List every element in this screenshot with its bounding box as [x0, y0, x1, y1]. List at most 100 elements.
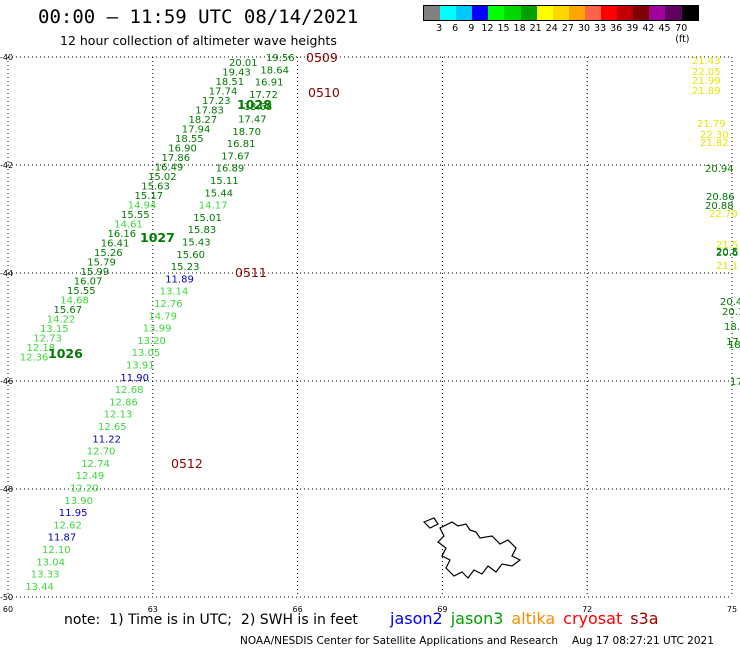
legend-swatch: [520, 6, 537, 20]
wave-height-value: 14.61: [114, 220, 143, 231]
wave-height-value: 18.27: [189, 115, 218, 126]
wave-height-value: 12.68: [115, 385, 144, 396]
legend-swatch: [440, 6, 457, 20]
wave-height-value: 15.43: [182, 238, 211, 249]
wave-height-value: 20.4: [720, 297, 740, 308]
wave-height-value: 11.90: [120, 373, 149, 384]
credit-text: NOAA/NESDIS Center for Satellite Applica…: [240, 635, 558, 647]
storm-time-label: 0512: [171, 456, 203, 471]
wave-height-value: 15.99: [81, 267, 110, 278]
wave-height-legend: 3 6 9 12 15 18 21 24 27 30 33 36 39 42 45 70 (ft): [423, 5, 699, 45]
wave-height-value: 17: [730, 377, 740, 388]
legend-swatch: [472, 6, 489, 20]
storm-time-label: 0511: [235, 265, 267, 280]
storm-time-label: 1026: [48, 346, 83, 361]
lon-label: 66: [293, 605, 303, 614]
wave-height-value: 18.: [724, 322, 740, 333]
legend-swatch: [584, 6, 602, 20]
wave-height-value: 11.22: [92, 434, 121, 445]
wave-height-value: 21.99: [692, 76, 721, 87]
legend-swatch: [649, 6, 666, 20]
wave-height-value: 17.86: [162, 153, 191, 164]
wave-height-value: 21.89: [692, 86, 721, 97]
lat-label: -44: [0, 269, 13, 278]
wave-height-value: 15.17: [135, 191, 164, 202]
lon-label: 60: [3, 605, 13, 614]
satellite-jason2: jason2: [390, 609, 443, 628]
legend-swatch: [601, 6, 618, 20]
wave-height-value: 17.47: [238, 115, 267, 126]
legend-tick-label: 36: [610, 23, 623, 34]
wave-height-value: 13.99: [143, 324, 172, 335]
altimeter-tracks: 20.0119.4318.5117.7417.2317.8318.2717.94…: [20, 50, 740, 593]
wave-height-value: 12.76: [154, 299, 183, 310]
wave-height-value: 11.89: [165, 274, 194, 285]
lat-label: -46: [0, 377, 13, 386]
generated-timestamp: Aug 17 08:27:21 UTC 2021: [572, 635, 714, 647]
wave-height-value: 15.79: [87, 258, 116, 269]
wave-height-value: 12.36: [20, 353, 49, 364]
satellite-list: jason2 jason3 altika cryosat s3a: [390, 609, 667, 628]
legend-labels: 3 6 9 12 15 18 21 24 27 30 33 36 39 42 45 70 (ft): [423, 21, 699, 45]
wave-height-value: 13.15: [40, 324, 69, 335]
wave-height-value: 13.90: [64, 496, 93, 507]
lon-label: 72: [582, 605, 592, 614]
wave-height-value: 20.88: [705, 201, 734, 212]
wave-height-value: 20.5: [716, 247, 738, 258]
legend-tick-label: 18: [513, 23, 526, 34]
wave-height-value: 17: [726, 337, 739, 348]
wave-height-value: 13.14: [160, 287, 189, 298]
wave-height-value: 20.94: [705, 164, 734, 175]
legend-swatch: [568, 6, 585, 20]
wave-height-value: 15.26: [94, 248, 123, 259]
legend-tick-label: 21: [529, 23, 542, 34]
wave-height-value: 20.6: [716, 248, 738, 259]
wave-height-value: 12.74: [81, 459, 110, 470]
wave-height-value: 15.44: [204, 188, 233, 199]
legend-swatch: [456, 6, 473, 20]
wave-height-value: 13.91: [126, 361, 155, 372]
legend-swatch: [617, 6, 634, 20]
legend-tick-label: 9: [468, 23, 475, 34]
wave-height-value: 12.13: [104, 410, 133, 421]
wave-height-value: 12.70: [87, 447, 116, 458]
legend-swatch: [536, 6, 553, 20]
wave-height-value: 12.10: [42, 545, 71, 556]
axis-labels: -40 -42 -44 -46 -48 -50 60 63 66 69 72 75: [0, 53, 737, 614]
wave-height-value: 15.01: [193, 213, 222, 224]
wave-height-value: 12.62: [53, 520, 82, 531]
lon-label: 63: [148, 605, 158, 614]
legend-tick-label: 3: [436, 23, 443, 34]
legend-swatch: [681, 6, 698, 20]
wave-height-value: 14.22: [47, 315, 76, 326]
legend-tick-label: 24: [545, 23, 558, 34]
wave-height-value: 13.20: [137, 336, 166, 347]
legend-tick-label: 42: [642, 23, 655, 34]
page-subtitle: 12 hour collection of altimeter wave hei…: [60, 33, 337, 48]
wave-height-value: 12.86: [109, 397, 138, 408]
wave-height-value: 18.70: [232, 127, 261, 138]
wave-height-value: 11.87: [48, 533, 77, 544]
wave-height-value: 16.49: [155, 163, 184, 174]
footer-note: note: 1) Time is in UTC; 2) SWH is in fe…: [64, 612, 358, 628]
satellite-altika: altika: [511, 609, 556, 628]
wave-height-value: 15.11: [210, 176, 239, 187]
wave-height-value: 12.20: [70, 484, 99, 495]
wave-height-value: 14.94: [128, 201, 157, 212]
wave-height-value: 18.55: [175, 134, 204, 145]
wave-height-value: 17.94: [182, 125, 211, 136]
wave-height-value: 16.16: [108, 229, 137, 240]
wave-height-value: 15.55: [67, 286, 96, 297]
wave-height-value: 16.91: [255, 78, 284, 89]
wave-height-value: 17.74: [209, 87, 238, 98]
wave-height-value: 11.95: [59, 508, 88, 519]
wave-height-value: 22.30: [700, 130, 729, 141]
satellite-jason3: jason3: [450, 609, 504, 628]
wave-height-value: 16.90: [168, 144, 197, 155]
legend-tick-label: 45: [658, 23, 671, 34]
legend-swatch: [488, 6, 505, 20]
legend-swatch: [504, 6, 521, 20]
wave-height-value: 18.68: [244, 102, 273, 113]
wave-height-value: 18: [728, 340, 740, 351]
